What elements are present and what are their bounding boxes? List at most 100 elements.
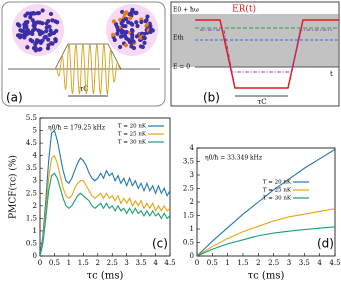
level-label: E0 + ħω <box>173 7 199 14</box>
pulse-wave <box>54 42 122 96</box>
atom <box>50 41 55 46</box>
y-tick-label: 2 <box>33 202 37 210</box>
atom <box>112 37 117 42</box>
atom <box>119 21 124 26</box>
atom <box>31 28 36 33</box>
panel-b: τC E0 + ħω Eth E = 0 ER(t) t (b) <box>170 1 340 107</box>
atom <box>42 35 47 40</box>
y-tick-label: 4 <box>33 152 38 160</box>
y-tick-label: 3.5 <box>183 158 194 166</box>
atom <box>114 24 120 30</box>
x-tick-label: 2 <box>96 259 100 267</box>
atom <box>123 16 129 22</box>
x-tick-label: 3 <box>287 259 291 267</box>
plot-frame <box>39 117 171 257</box>
y-tick-label: 3 <box>190 171 194 179</box>
x-tick-label: 4 <box>153 259 158 267</box>
x-tick-label: 1.5 <box>237 259 248 267</box>
x-axis-label: τc (ms) <box>87 271 124 282</box>
panel-label: (a) <box>6 91 23 105</box>
atom <box>148 23 153 29</box>
axis-label: t <box>330 70 333 78</box>
atom <box>40 8 45 13</box>
y-tick-label: 1 <box>33 227 37 235</box>
atom <box>130 7 135 12</box>
atom <box>25 45 30 50</box>
atom <box>118 44 123 50</box>
x-tick-label: 4.5 <box>164 259 175 267</box>
atom <box>15 33 21 38</box>
atom <box>115 28 121 33</box>
x-tick-label: 3.5 <box>136 259 147 267</box>
tau-label: τC <box>257 98 266 106</box>
x-tick-label: 0 <box>38 259 42 267</box>
plot-frame <box>196 147 336 257</box>
atom <box>46 37 51 42</box>
atom <box>115 31 120 36</box>
atom <box>130 35 135 40</box>
panel-label: (b) <box>203 91 220 105</box>
atom <box>128 16 133 21</box>
y-tick-label: 4 <box>190 144 195 152</box>
legend-label: T = 30 nK <box>118 140 147 146</box>
series-line <box>40 172 170 256</box>
y-tick-label: 3.5 <box>26 164 37 172</box>
y-tick-label: 2.5 <box>26 189 37 197</box>
y-tick-label: 1.5 <box>183 212 194 220</box>
y-tick-label: 2 <box>190 198 194 206</box>
atom <box>129 44 134 49</box>
atom <box>53 37 58 42</box>
dressed-curve <box>200 29 332 73</box>
atom <box>139 19 144 25</box>
atom <box>46 19 51 24</box>
atom <box>40 38 45 43</box>
series-line <box>40 154 170 256</box>
x-tick-label: 0 <box>195 259 199 267</box>
level-label: Eth <box>173 35 184 42</box>
x-tick-label: 1.5 <box>78 259 89 267</box>
atom <box>47 32 52 38</box>
atom <box>145 14 150 19</box>
series-line <box>197 208 335 256</box>
atom <box>36 28 41 33</box>
atom <box>15 22 21 27</box>
atom <box>37 20 43 25</box>
atom <box>123 43 129 48</box>
atom <box>23 20 28 25</box>
y-tick-label: 5.5 <box>26 114 37 122</box>
atom <box>144 18 149 23</box>
atom <box>30 31 35 37</box>
atom <box>130 22 135 27</box>
series-line <box>197 148 335 256</box>
x-tick-label: 4 <box>317 259 322 267</box>
atom <box>47 24 52 29</box>
atom <box>38 46 43 52</box>
atom <box>130 38 135 43</box>
energy-curve <box>195 19 339 89</box>
atom <box>48 11 54 17</box>
y-tick-label: 4.5 <box>26 139 37 147</box>
atom <box>126 37 131 42</box>
x-tick-label: 3.5 <box>299 259 310 267</box>
atom <box>134 20 139 25</box>
y-tick-label: 0 <box>33 252 37 260</box>
y-tick-label: 0.5 <box>26 239 37 247</box>
x-tick-label: 1 <box>67 259 71 267</box>
annotation: η0/ħ = 179.25 kHz <box>48 125 105 132</box>
atom <box>150 28 155 33</box>
atom <box>35 11 40 16</box>
y-tick-label: 3 <box>33 177 37 185</box>
atom <box>23 32 29 37</box>
level-label: E = 0 <box>173 64 190 71</box>
x-tick-label: 0.5 <box>49 259 60 267</box>
legend-label: T = 20 nK <box>263 180 292 186</box>
atom <box>51 30 57 36</box>
y-tick-label: 1 <box>190 225 194 233</box>
legend-label: T = 25 nK <box>263 188 292 194</box>
x-tick-label: 1 <box>225 259 229 267</box>
atom <box>133 10 138 15</box>
atom <box>111 19 116 24</box>
atom <box>30 18 35 23</box>
y-axis-label: PMCF(τc) (%) <box>8 155 19 219</box>
x-tick-label: 3 <box>124 259 128 267</box>
